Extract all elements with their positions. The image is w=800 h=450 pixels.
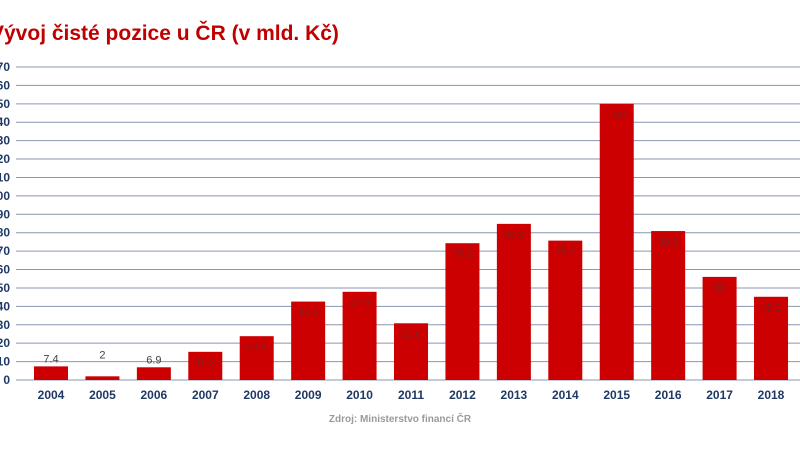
bar-2012 (445, 243, 480, 380)
bar-2008 (239, 336, 274, 380)
source-note: Zdroj: Ministerstvo financí ČR (328, 414, 472, 425)
y-axis-ticks: 0 10 20 30 40 50 60 70 80 90 100 110 120 130 140 150 160… (0, 60, 10, 387)
bar-2006 (136, 367, 171, 380)
x-tick-label: 2015 (603, 388, 630, 402)
y-tick-label: 110 (0, 170, 10, 184)
x-axis-ticks: 2004 2005 2006 2007 2008 2009 2010 2011 2012 2013… (38, 388, 785, 402)
data-label-2008: 23.8 (247, 342, 267, 353)
data-label-2013: 84.8 (504, 230, 524, 241)
y-tick-label: 10 (0, 355, 10, 369)
x-tick-label: 2006 (141, 388, 168, 402)
y-tick-label: 160 (0, 78, 10, 92)
y-tick-label: 150 (0, 97, 10, 111)
y-tick-label: 80 (0, 226, 10, 240)
y-tick-label: 40 (0, 299, 10, 313)
bar-2013 (496, 223, 531, 380)
y-tick-label: 170 (0, 60, 10, 74)
data-label-2018: 45.2 (761, 303, 781, 314)
chart-title: Vývoj čisté pozice u ČR (v mld. Kč) (0, 22, 339, 45)
data-label-2014: 75.7 (556, 247, 576, 258)
bar-2004 (34, 366, 68, 380)
data-label-2009: 42.6 (298, 308, 318, 319)
x-tick-label: 2017 (706, 388, 733, 402)
y-tick-label: 30 (0, 318, 10, 332)
y-tick-label: 70 (0, 244, 10, 258)
data-label-2015: 150 (608, 110, 625, 121)
x-tick-label: 2018 (758, 388, 785, 402)
y-tick-label: 90 (0, 207, 10, 221)
x-tick-label: 2007 (192, 388, 219, 402)
bar-2011 (394, 323, 429, 380)
x-tick-label: 2014 (552, 388, 579, 402)
bar-2015 (599, 103, 634, 380)
bar-2007 (188, 351, 223, 380)
x-tick-label: 2012 (449, 388, 476, 402)
x-tick-label: 2016 (655, 388, 682, 402)
x-tick-label: 2005 (89, 388, 116, 402)
x-tick-label: 2013 (501, 388, 528, 402)
y-tick-label: 20 (0, 336, 10, 350)
bar-2014 (548, 240, 583, 380)
data-label-2006: 6.9 (146, 354, 161, 366)
data-label-2017: 56 (714, 283, 726, 294)
y-tick-label: 0 (3, 373, 10, 387)
y-tick-label: 130 (0, 134, 10, 148)
data-labels: 7.4 2 6.9 15.3 23.8 42.6 47.9 30.8 74.3 84.8 75.7 1… (43, 110, 781, 369)
data-label-2011: 30.8 (401, 329, 421, 340)
x-tick-label: 2010 (346, 388, 373, 402)
bar-2016 (651, 231, 686, 380)
bar-2010 (342, 291, 377, 380)
data-label-2007: 15.3 (196, 358, 216, 369)
x-tick-label: 2009 (295, 388, 322, 402)
data-label-2004: 7.4 (43, 353, 58, 365)
y-tick-label: 60 (0, 263, 10, 277)
data-label-2012: 74.3 (453, 249, 473, 260)
bar-2017 (702, 276, 737, 380)
y-tick-label: 100 (0, 189, 10, 203)
x-tick-label: 2008 (243, 388, 270, 402)
data-label-2005: 2 (99, 349, 105, 361)
bars (34, 103, 789, 380)
data-label-2010: 47.9 (350, 298, 370, 309)
x-tick-label: 2004 (38, 388, 65, 402)
x-tick-label: 2011 (398, 388, 424, 402)
y-tick-label: 140 (0, 115, 10, 129)
bar-2018 (754, 296, 789, 380)
y-tick-label: 50 (0, 281, 10, 295)
bar-2005 (85, 376, 120, 380)
y-tick-label: 120 (0, 152, 10, 166)
bar-2009 (291, 301, 326, 380)
data-label-2016: 80.9 (658, 237, 678, 248)
